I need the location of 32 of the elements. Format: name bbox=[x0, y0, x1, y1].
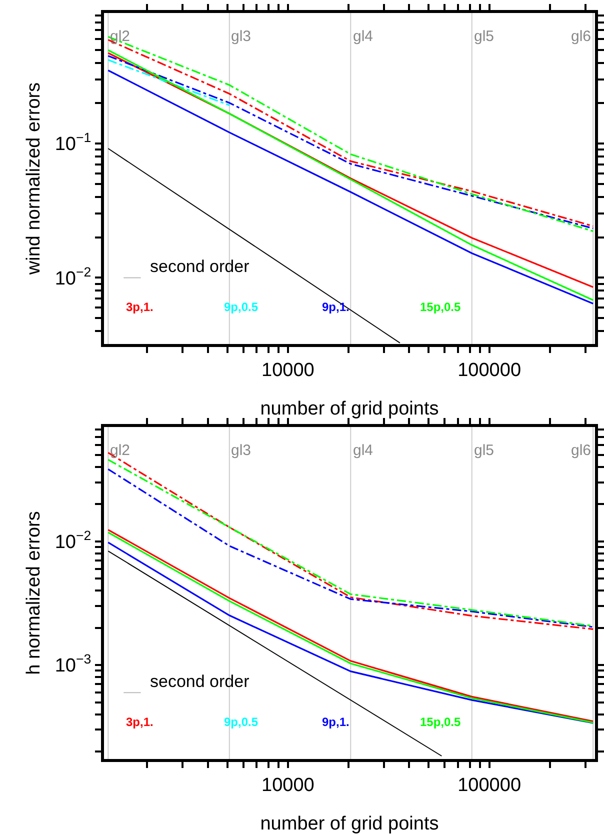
y-tick-label: 10$^{−3}$ bbox=[54, 652, 92, 677]
ref-line-label: gl3 bbox=[231, 28, 252, 45]
text: 15p,0.5 bbox=[420, 300, 462, 314]
series-label: 15p,0.5 bbox=[420, 715, 462, 729]
text: 9p,1. bbox=[322, 715, 350, 729]
ref-line-label: gl4 bbox=[353, 442, 374, 459]
y-axis-title: wind normalized errors bbox=[24, 82, 45, 276]
y-axis-title: h normalized errors bbox=[24, 511, 45, 675]
ref-line-label: gl3 bbox=[231, 442, 252, 459]
legend-label: 9p,0.5 bbox=[224, 300, 258, 314]
y-tick-label: 10$^{−1}$ bbox=[54, 130, 92, 156]
x-tick-label: 10000 bbox=[262, 774, 314, 796]
x-axis-title: number of grid points bbox=[260, 398, 439, 420]
series-label: second order bbox=[150, 257, 250, 276]
ref-line-label: gl6 bbox=[571, 28, 592, 45]
y-tick-label: 10$^{−2}$ bbox=[54, 528, 92, 553]
ref-line-label: gl5 bbox=[474, 442, 494, 459]
ref-line-label: gl2 bbox=[110, 442, 130, 459]
y-tick-label: 10$^{−2}$ bbox=[54, 264, 92, 290]
ref-line-label: gl6 bbox=[571, 442, 592, 459]
x-tick-label: 100000 bbox=[458, 774, 522, 796]
text: 3p,1. bbox=[126, 715, 154, 729]
x-tick-label: 10000 bbox=[262, 360, 314, 381]
legend-label: 9p,0.5 bbox=[224, 715, 258, 729]
ref-line-label: gl2 bbox=[110, 28, 130, 45]
x-tick-label: 100000 bbox=[458, 360, 522, 381]
text: 9p,1. bbox=[322, 300, 350, 314]
ref-line-label: gl5 bbox=[474, 28, 494, 45]
x-axis-title: number of grid points bbox=[260, 814, 439, 835]
ref-line-label: gl4 bbox=[353, 28, 374, 45]
series-label: second order bbox=[150, 672, 250, 691]
text: 3p,1. bbox=[126, 300, 154, 314]
